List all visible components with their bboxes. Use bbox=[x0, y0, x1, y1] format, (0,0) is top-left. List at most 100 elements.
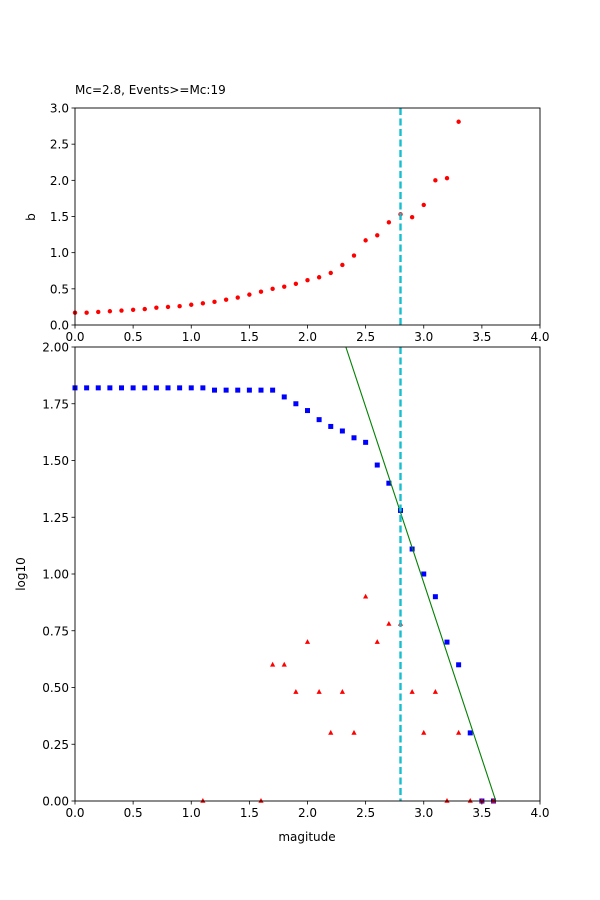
y-tick-label: 0.0 bbox=[50, 319, 69, 333]
top-plot-marks bbox=[72, 108, 461, 325]
b-value-point bbox=[375, 233, 380, 238]
x-tick-label: 0.5 bbox=[124, 330, 143, 344]
x-tick-label: 0.0 bbox=[65, 330, 84, 344]
y-tick-label: 0.5 bbox=[50, 282, 69, 296]
b-value-point bbox=[165, 304, 171, 310]
b-value-point bbox=[456, 119, 461, 124]
cumulative-count-point bbox=[107, 385, 113, 391]
cumulative-count-point bbox=[153, 385, 159, 391]
b-value-point bbox=[421, 202, 426, 208]
gr-fit-line bbox=[345, 346, 497, 802]
b-value-point bbox=[235, 295, 240, 300]
cumulative-count-point bbox=[305, 408, 310, 414]
y-tick-label: 2.0 bbox=[50, 174, 69, 188]
x-tick-label: 1.0 bbox=[182, 806, 201, 820]
b-value-point bbox=[223, 297, 229, 302]
b-value-point bbox=[282, 284, 287, 289]
noncumulative-count-point bbox=[374, 639, 380, 644]
cumulative-count-point bbox=[188, 385, 194, 391]
cumulative-count-point bbox=[374, 462, 380, 468]
b-value-point bbox=[258, 289, 264, 294]
b-value-point bbox=[270, 286, 275, 292]
b-value-point bbox=[189, 302, 194, 307]
top-chart-title: Mc=2.8, Events>=Mc:19 bbox=[75, 83, 226, 97]
cumulative-count-point bbox=[456, 662, 462, 668]
noncumulative-count-point bbox=[386, 620, 392, 626]
b-value-point bbox=[247, 292, 252, 297]
cumulative-count-point bbox=[316, 417, 322, 423]
b-value-point bbox=[444, 175, 450, 181]
x-tick-label: 3.0 bbox=[414, 330, 433, 344]
cumulative-count-point bbox=[177, 385, 183, 391]
b-value-point bbox=[107, 309, 113, 314]
b-value-point bbox=[340, 262, 345, 268]
b-value-point bbox=[96, 309, 101, 315]
b-value-point bbox=[200, 301, 206, 306]
b-value-point bbox=[305, 277, 310, 283]
noncumulative-count-point bbox=[270, 661, 276, 667]
cumulative-count-point bbox=[328, 423, 334, 429]
x-tick-label: 4.0 bbox=[530, 806, 549, 820]
noncumulative-count-point bbox=[479, 798, 485, 803]
b-value-point bbox=[293, 281, 299, 286]
b-value-point bbox=[142, 306, 147, 312]
x-tick-label: 0.5 bbox=[124, 806, 143, 820]
top-plot-frame bbox=[74, 107, 541, 326]
cumulative-count-point bbox=[235, 387, 241, 393]
frequency-magnitude-plot: log10 magitude 0.0 0.5 1.0 1.5 2.0 2.5 3.0 3.5 4… bbox=[14, 341, 550, 845]
x-tick-label: 3.5 bbox=[472, 330, 491, 344]
noncumulative-count-point bbox=[293, 689, 299, 694]
y-tick-label: 2.00 bbox=[42, 341, 69, 355]
x-tick-label: 2.0 bbox=[298, 330, 317, 344]
noncumulative-count-point bbox=[363, 593, 369, 599]
x-tick-label: 1.5 bbox=[240, 806, 259, 820]
b-value-point bbox=[177, 303, 182, 309]
b-value-point bbox=[363, 238, 368, 243]
cumulative-count-point bbox=[339, 428, 345, 434]
b-value-point bbox=[119, 308, 124, 313]
cumulative-count-point bbox=[165, 385, 171, 391]
cumulative-count-point bbox=[258, 387, 264, 393]
cumulative-count-point bbox=[363, 439, 369, 445]
noncumulative-count-point bbox=[200, 798, 206, 803]
cumulative-count-point bbox=[246, 387, 252, 393]
noncumulative-count-point bbox=[444, 798, 450, 803]
x-tick-label: 3.0 bbox=[414, 806, 433, 820]
cumulative-count-point bbox=[95, 385, 101, 391]
cumulative-count-point bbox=[142, 385, 148, 391]
cumulative-count-point bbox=[119, 385, 124, 391]
x-tick-label: 4.0 bbox=[530, 330, 549, 344]
top-x-ticks: 0.0 0.5 1.0 1.5 2.0 2.5 3.0 3.5 4.0 bbox=[65, 325, 550, 344]
cumulative-count-point bbox=[212, 387, 217, 393]
b-value-point bbox=[386, 220, 392, 225]
top-y-axis-label: b bbox=[24, 213, 38, 221]
cumulative-count-point bbox=[432, 594, 438, 600]
x-tick-label: 2.0 bbox=[298, 806, 317, 820]
cumulative-count-point bbox=[444, 639, 450, 645]
noncumulative-count-point bbox=[432, 689, 438, 694]
b-value-point bbox=[130, 307, 136, 313]
cumulative-count-point bbox=[293, 401, 299, 407]
b-value-point bbox=[351, 253, 357, 258]
cumulative-count-point bbox=[130, 385, 136, 391]
x-tick-label: 2.5 bbox=[356, 330, 375, 344]
noncumulative-count-point bbox=[316, 689, 322, 694]
noncumulative-count-point bbox=[304, 639, 311, 644]
noncumulative-count-point bbox=[258, 798, 264, 803]
cumulative-count-point bbox=[386, 480, 392, 486]
bottom-plot-frame bbox=[74, 346, 541, 802]
noncumulative-count-point bbox=[409, 689, 415, 694]
y-tick-label: 2.5 bbox=[50, 138, 69, 152]
y-tick-label: 3.0 bbox=[50, 102, 69, 116]
cumulative-count-point bbox=[351, 435, 357, 441]
noncumulative-count-point bbox=[421, 729, 427, 735]
y-tick-label: 1.50 bbox=[42, 454, 69, 468]
y-tick-label: 0.00 bbox=[42, 795, 69, 809]
noncumulative-count-point bbox=[490, 798, 497, 803]
cumulative-count-point bbox=[84, 385, 90, 391]
b-value-point bbox=[84, 310, 89, 315]
b-value-point bbox=[154, 305, 159, 310]
x-tick-label: 2.5 bbox=[356, 806, 375, 820]
